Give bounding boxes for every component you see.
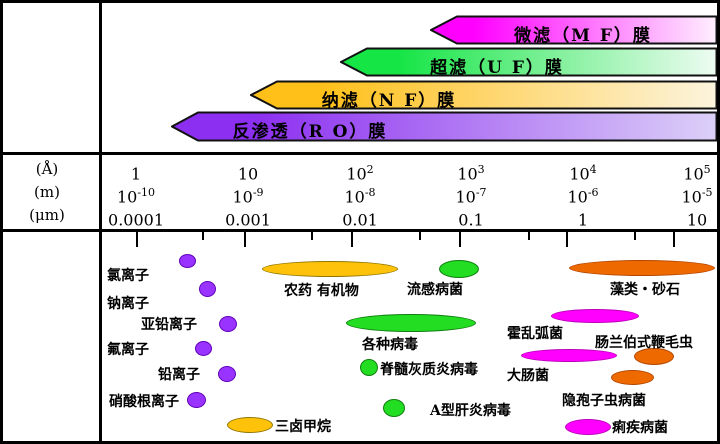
scale-value: 10 xyxy=(237,164,259,184)
arrow-left-icon xyxy=(340,47,717,77)
particle-ellipse-various-viruses xyxy=(346,314,476,332)
particle-ellipse-e-coli xyxy=(521,349,617,362)
particle-ellipse-polio-virus xyxy=(360,359,378,376)
particle-label-lead-ion: 铅离子 xyxy=(158,367,200,383)
scale-value: 1 xyxy=(577,210,589,230)
tick-minor xyxy=(528,231,530,240)
particle-label-polio-virus: 脊髓灰质炎病毒 xyxy=(380,362,478,378)
tick-major xyxy=(566,231,568,247)
tick-major xyxy=(673,231,675,247)
membrane-label-mf: 微滤（M F）膜 xyxy=(514,26,652,46)
particle-ellipse-nitrate-ion xyxy=(187,392,206,408)
particle-label-algae-sand: 藻类・砂石 xyxy=(610,282,680,298)
arrow-left-icon xyxy=(430,15,717,45)
tick-major xyxy=(244,231,246,247)
tick-major xyxy=(351,231,353,247)
tick-minor xyxy=(202,231,204,240)
tick-minor xyxy=(634,231,636,240)
scale-value: 104 xyxy=(569,163,597,184)
particle-label-chloride-ion: 氯离子 xyxy=(107,268,149,284)
membrane-band-ro xyxy=(171,111,717,142)
particle-label-influenza-germ: 流感病菌 xyxy=(407,282,463,298)
particle-label-trihalomethane: 三卤甲烷 xyxy=(275,419,331,435)
particle-ellipse-lead-ion xyxy=(218,366,236,382)
arrow-left-icon xyxy=(171,111,717,142)
particle-label-zinc-ion: 亚铅离子 xyxy=(141,317,197,333)
particle-ellipse-cholera-vibrio xyxy=(551,309,639,323)
divider-scale-particles xyxy=(3,229,717,232)
particle-label-pesticide-organics: 农药 有机物 xyxy=(284,283,359,299)
scale-value: 10-7 xyxy=(455,186,487,207)
particle-label-cryptosporidium: 隐孢子虫病菌 xyxy=(562,393,646,409)
scale-value: 0.01 xyxy=(342,210,378,230)
particle-label-sodium-ion: 钠离子 xyxy=(107,296,149,312)
particle-ellipse-dysentery-germ xyxy=(565,419,611,435)
particle-label-various-viruses: 各种病毒 xyxy=(362,337,418,353)
particle-label-cholera-vibrio: 霍乱弧菌 xyxy=(507,326,563,342)
tick-minor xyxy=(311,231,313,240)
particle-ellipse-algae-sand xyxy=(569,260,715,276)
membrane-label-uf: 超滤（U F）膜 xyxy=(430,58,564,78)
particle-ellipse-pesticide-organics xyxy=(262,261,398,277)
membrane-band-mf xyxy=(430,15,717,45)
scale-value: 10-6 xyxy=(567,186,599,207)
scale-value: 102 xyxy=(346,163,374,184)
particle-label-giardia: 肠兰伯式鞭毛虫 xyxy=(595,335,693,351)
particle-ellipse-zinc-ion xyxy=(219,316,237,332)
scale-value: 0.1 xyxy=(458,210,484,230)
particle-ellipse-cryptosporidium xyxy=(611,370,654,385)
particle-ellipse-fluoride-ion xyxy=(195,341,212,356)
particle-ellipse-chloride-ion xyxy=(179,254,196,268)
scale-value: 10-5 xyxy=(681,186,713,207)
tick-major xyxy=(459,231,461,247)
membrane-label-ro: 反渗透（R O）膜 xyxy=(232,122,388,142)
particle-label-e-coli: 大肠菌 xyxy=(507,368,549,384)
divider-vertical xyxy=(99,3,102,441)
particle-label-dysentery-germ: 痢疾病菌 xyxy=(612,420,668,436)
particle-ellipse-sodium-ion xyxy=(199,281,216,297)
particle-label-nitrate-ion: 硝酸根离子 xyxy=(109,394,179,410)
divider-arrows-scale xyxy=(3,152,717,155)
scale-unit-angstrom: (Å) xyxy=(35,160,59,178)
scale-value: 1 xyxy=(130,164,142,184)
scale-value: 0.001 xyxy=(225,210,271,230)
particle-ellipse-trihalomethane xyxy=(227,417,273,433)
membrane-band-nf xyxy=(250,80,717,110)
particle-ellipse-influenza-germ xyxy=(439,260,479,278)
scale-value: 10-9 xyxy=(232,186,264,207)
membrane-label-nf: 纳滤（N F）膜 xyxy=(321,91,457,111)
scale-value: 10-8 xyxy=(344,186,376,207)
particle-ellipse-hepatitis-a-virus xyxy=(383,399,405,417)
scale-value: 10 xyxy=(686,210,708,230)
tick-major xyxy=(136,231,138,247)
scale-value: 10-10 xyxy=(116,186,156,207)
scale-unit-micron: (μm) xyxy=(29,206,65,224)
particle-ellipse-giardia xyxy=(634,348,674,365)
tick-minor xyxy=(419,231,421,240)
particle-label-hepatitis-a-virus: A型肝炎病毒 xyxy=(430,403,511,419)
scale-value: 105 xyxy=(683,163,711,184)
arrow-left-icon xyxy=(250,80,717,110)
scale-value: 103 xyxy=(457,163,485,184)
scale-value: 0.0001 xyxy=(108,210,164,230)
membrane-band-uf xyxy=(340,47,717,77)
particle-label-fluoride-ion: 氟离子 xyxy=(107,342,149,358)
scale-unit-meter: (m) xyxy=(34,183,60,201)
